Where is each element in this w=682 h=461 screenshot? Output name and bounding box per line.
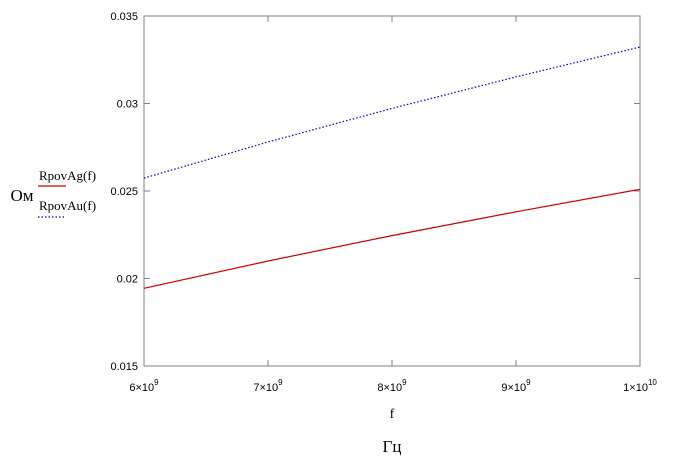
legend-label-ag: RpovAg(f) xyxy=(39,168,96,183)
y-tick-label: 0.03 xyxy=(117,99,138,111)
x-tick-mantissa: 9×10 xyxy=(501,382,526,394)
x-tick-label: 9×109 xyxy=(501,378,531,394)
y-tick-label: 0.02 xyxy=(117,274,138,286)
x-tick-exponent: 9 xyxy=(154,378,159,387)
x-tick-exponent: 9 xyxy=(278,378,283,387)
y-tick-label: 0.035 xyxy=(110,11,138,23)
plot-area-frame xyxy=(143,15,641,367)
x-tick-exponent: 10 xyxy=(648,378,657,387)
y-axis: 0.015 0.02 0.025 0.03 0.035 xyxy=(110,11,640,373)
x-tick-exponent: 9 xyxy=(526,378,531,387)
x-axis: 6×109 7×109 8×109 9×109 1×1010 xyxy=(129,16,657,394)
x-tick-mantissa: 8×10 xyxy=(377,382,402,394)
legend: RpovAg(f) RpovAu(f) xyxy=(38,168,96,218)
x-tick-mantissa: 6×10 xyxy=(129,382,154,394)
y-tick-label: 0.025 xyxy=(110,186,138,198)
y-axis-unit-label: Ом xyxy=(10,186,33,205)
series-line-0 xyxy=(143,188,641,289)
x-tick-mantissa: 1×10 xyxy=(623,382,648,394)
x-tick-mantissa: 7×10 xyxy=(253,382,278,394)
x-tick-label: 1×1010 xyxy=(623,378,657,394)
series-line-1 xyxy=(143,46,641,179)
x-tick-label: 6×109 xyxy=(129,378,159,394)
x-axis-variable-label: f xyxy=(390,407,395,422)
legend-label-au: RpovAu(f) xyxy=(39,198,96,213)
x-tick-label: 8×109 xyxy=(377,378,407,394)
x-axis-unit-label: Гц xyxy=(383,437,402,456)
y-tick-label: 0.015 xyxy=(110,361,138,373)
series-layer xyxy=(143,46,641,289)
x-tick-exponent: 9 xyxy=(402,378,407,387)
x-tick-label: 7×109 xyxy=(253,378,283,394)
